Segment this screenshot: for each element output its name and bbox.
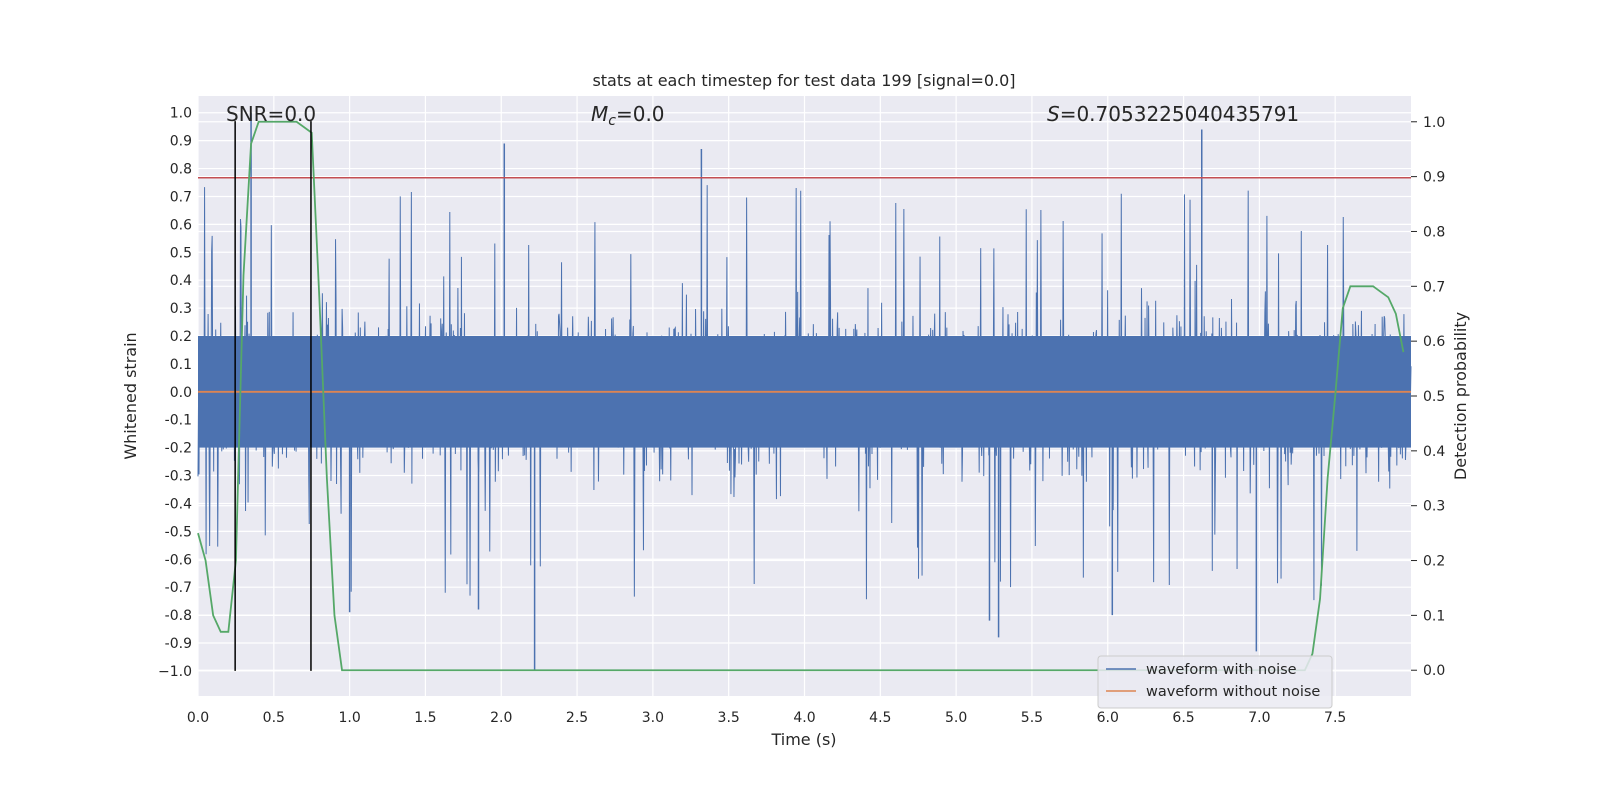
y2-tick-label: 1.0 [1423, 115, 1445, 131]
y2-tick-label: 0.9 [1423, 170, 1445, 186]
y-axis-title: Whitened strain [121, 332, 140, 459]
x-tick-label: 0.5 [263, 710, 285, 726]
y-tick-label: -0.1 [165, 413, 192, 429]
x-tick-label: 5.0 [945, 710, 967, 726]
x-axis-title: Time (s) [770, 730, 836, 749]
y2-tick-label: 0.4 [1423, 444, 1445, 460]
y2-tick-label: 0.0 [1423, 663, 1445, 679]
lines [197, 120, 1411, 672]
x-tick-label: 7.0 [1248, 710, 1270, 726]
y-tick-label: 0.6 [170, 217, 192, 233]
y-tick-label: -0.9 [165, 636, 192, 652]
legend: waveform with noise waveform without noi… [1097, 655, 1333, 709]
y-tick-label: 1.0 [170, 106, 192, 122]
y-tick-label: -0.2 [165, 441, 192, 457]
x-tick-label: 3.0 [642, 710, 664, 726]
chart-title: stats at each timestep for test data 199… [592, 71, 1015, 90]
y2-axis-title: Detection probability [1451, 312, 1470, 480]
y-tick-label: 0.9 [170, 134, 192, 150]
x-tick-label: 4.0 [793, 710, 815, 726]
y2-tick-label: 0.1 [1423, 608, 1445, 624]
legend-label-no-noise: waveform without noise [1146, 684, 1320, 700]
y2-tick-label: 0.3 [1423, 499, 1445, 515]
y-tick-label: -0.7 [165, 580, 192, 596]
y-tick-label: 0.8 [170, 162, 192, 178]
y-tick-label: 0.0 [170, 385, 192, 401]
y-tick-label: 0.5 [170, 245, 192, 261]
y2-tick-label: 0.2 [1423, 554, 1445, 570]
y-tick-label: 0.2 [170, 329, 192, 345]
y-tick-label: 0.1 [170, 357, 192, 373]
y-tick-label: 0.3 [170, 301, 192, 317]
series-detection-probability [197, 120, 1405, 672]
x-tick-label: 6.0 [1097, 710, 1119, 726]
y2-tick-label: 0.6 [1423, 334, 1445, 350]
y2-tick-label: 0.7 [1423, 279, 1445, 295]
y-tick-label: -0.3 [165, 469, 192, 485]
mc-annotation: Mc=0.0 [591, 102, 665, 129]
y-tick-label: 0.7 [170, 189, 192, 205]
s-annotation: S=0.7053225040435791 [1047, 102, 1299, 126]
legend-label-noise: waveform with noise [1146, 662, 1297, 678]
y-tick-label: -0.5 [165, 524, 192, 540]
y-tick-label: −1.0 [158, 664, 192, 680]
x-tick-label: 7.5 [1324, 710, 1346, 726]
legend-box [1097, 655, 1333, 709]
x-tick-label: 2.0 [490, 710, 512, 726]
y-tick-label: -0.4 [165, 496, 192, 512]
ticks: 0.0 0.5 1.0 1.5 2.0 2.5 3.0 3.5 4.0 4.5 5.0 5.5 6.0 6… [158, 106, 1445, 726]
y-tick-label: 0.4 [170, 273, 192, 289]
x-tick-label: 1.0 [338, 710, 360, 726]
x-tick-label: 3.5 [718, 710, 740, 726]
y2-tick-label: 0.8 [1423, 224, 1445, 240]
y-tick-label: -0.8 [165, 608, 192, 624]
x-tick-label: 4.5 [869, 710, 891, 726]
x-tick-label: 2.5 [566, 710, 588, 726]
x-tick-label: 6.5 [1172, 710, 1194, 726]
y2-tick-label: 0.5 [1423, 389, 1445, 405]
y-tick-label: -0.6 [165, 552, 192, 568]
snr-annotation: SNR=0.0 [226, 102, 316, 126]
x-tick-label: 0.0 [187, 710, 209, 726]
x-tick-label: 1.5 [414, 710, 436, 726]
x-tick-label: 5.5 [1021, 710, 1043, 726]
